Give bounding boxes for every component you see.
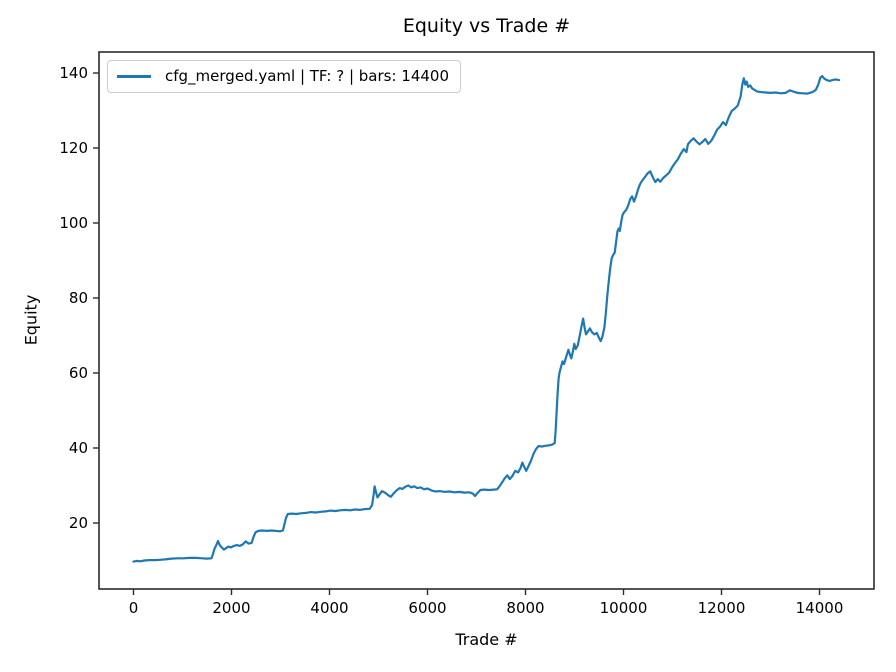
x-tick-label: 0 [128, 599, 139, 617]
y-tick-label: 60 [68, 364, 88, 382]
legend-line-swatch [117, 74, 151, 78]
y-tick-label: 20 [68, 514, 88, 532]
x-tick-label: 10000 [599, 599, 648, 617]
x-axis-label: Trade # [455, 630, 518, 649]
y-tick-label: 80 [68, 289, 88, 307]
chart-title: Equity vs Trade # [402, 15, 571, 37]
x-tick-label: 8000 [506, 599, 545, 617]
legend-label: cfg_merged.yaml | TF: ? | bars: 14400 [165, 67, 450, 85]
y-tick-label: 100 [59, 214, 88, 232]
x-tick-label: 4000 [310, 599, 349, 617]
y-tick-label: 120 [59, 139, 88, 157]
x-tick-label: 14000 [795, 599, 844, 617]
axes-frame [98, 51, 875, 590]
x-tick-label: 2000 [212, 599, 251, 617]
y-tick-label: 40 [68, 439, 88, 457]
x-tick-label: 12000 [697, 599, 746, 617]
x-tick-label: 6000 [408, 599, 447, 617]
equity-line [132, 74, 841, 563]
legend: cfg_merged.yaml | TF: ? | bars: 14400 [107, 60, 462, 93]
y-tick-label: 140 [59, 64, 88, 82]
